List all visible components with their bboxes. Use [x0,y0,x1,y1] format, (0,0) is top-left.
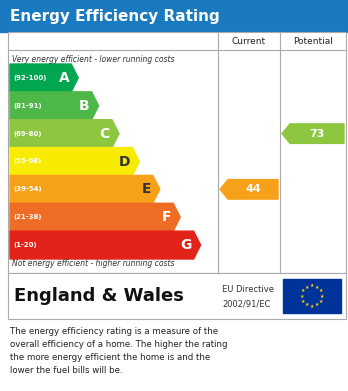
Text: ★: ★ [301,299,305,303]
Text: Potential: Potential [293,36,333,45]
Text: (69-80): (69-80) [13,131,41,136]
Text: ★: ★ [315,302,319,307]
Polygon shape [10,203,180,231]
Text: (81-91): (81-91) [13,103,42,109]
Bar [283,279,341,313]
Polygon shape [10,64,78,92]
Text: overall efficiency of a home. The higher the rating: overall efficiency of a home. The higher… [10,340,228,349]
Text: 44: 44 [245,185,261,194]
Text: A: A [58,71,69,85]
Polygon shape [10,147,140,176]
Text: England & Wales: England & Wales [14,287,184,305]
Text: ★: ★ [310,304,314,309]
Text: ★: ★ [305,285,309,290]
Text: (92-100): (92-100) [13,75,46,81]
Text: (21-38): (21-38) [13,214,41,220]
Polygon shape [10,92,98,120]
Polygon shape [220,179,278,199]
Polygon shape [282,124,344,143]
Polygon shape [10,231,200,259]
Text: ★: ★ [319,289,323,293]
Text: Not energy efficient - higher running costs: Not energy efficient - higher running co… [12,259,174,268]
Text: 73: 73 [309,129,325,139]
Text: ★: ★ [315,285,319,290]
Text: EU Directive: EU Directive [222,285,274,294]
Text: 2002/91/EC: 2002/91/EC [222,300,270,309]
Bar [8,32,346,273]
Text: lower the fuel bills will be.: lower the fuel bills will be. [10,366,122,375]
Text: E: E [141,182,151,196]
Text: The energy efficiency rating is a measure of the: The energy efficiency rating is a measur… [10,327,218,336]
Bar [8,273,346,319]
Text: F: F [162,210,171,224]
Text: B: B [79,99,89,113]
Text: (1-20): (1-20) [13,242,37,248]
Text: (39-54): (39-54) [13,187,42,192]
Text: G: G [180,238,192,252]
Text: Current: Current [232,36,266,45]
Text: C: C [100,127,110,141]
Text: the more energy efficient the home is and the: the more energy efficient the home is an… [10,353,210,362]
Text: ★: ★ [319,299,323,303]
Text: ★: ★ [301,289,305,293]
Text: ★: ★ [300,294,304,298]
Text: D: D [119,154,130,169]
Polygon shape [10,120,119,147]
Text: ★: ★ [320,294,324,298]
Text: (55-68): (55-68) [13,158,41,165]
Text: ★: ★ [310,283,314,288]
Text: ★: ★ [305,302,309,307]
Bar [0,0,348,32]
Text: Very energy efficient - lower running costs: Very energy efficient - lower running co… [12,55,174,64]
Polygon shape [10,176,160,203]
Text: Energy Efficiency Rating: Energy Efficiency Rating [10,9,220,23]
